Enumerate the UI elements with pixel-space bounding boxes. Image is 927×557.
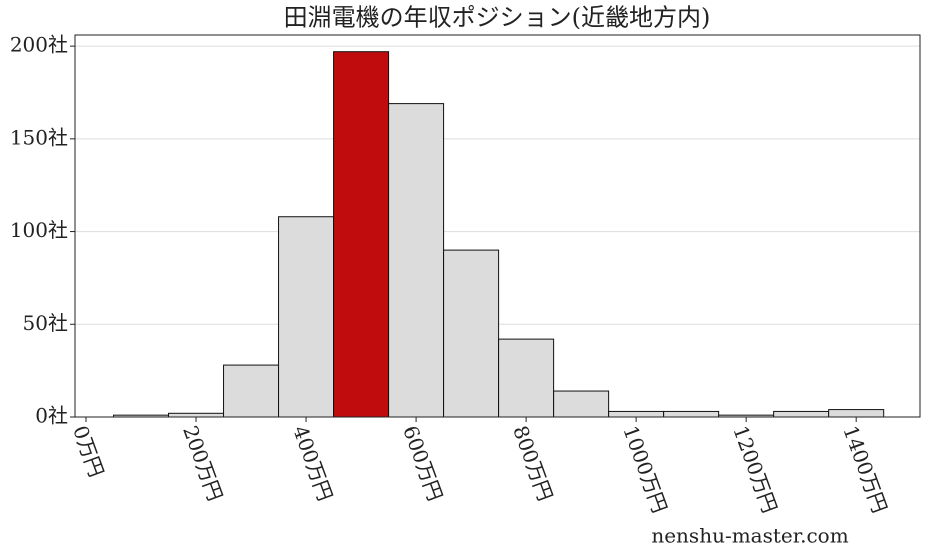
bar — [828, 409, 885, 418]
bar — [553, 390, 610, 418]
bar — [388, 103, 445, 418]
x-tick-label: 200万円 — [178, 422, 227, 504]
x-tick-label: 600万円 — [398, 422, 447, 504]
plot-frame — [74, 34, 921, 418]
bar — [278, 216, 335, 418]
bar — [223, 364, 280, 418]
bar — [333, 51, 390, 418]
x-tick-label: 1000万円 — [618, 422, 672, 516]
watermark: nenshu-master.com — [651, 524, 848, 548]
y-tick-label: 150社 — [10, 125, 68, 149]
y-tick-label: 0社 — [35, 404, 68, 428]
chart-title: 田淵電機の年収ポジション(近畿地方内) — [284, 4, 711, 32]
bar — [773, 410, 830, 418]
bar — [663, 410, 720, 418]
y-tick-label: 200社 — [10, 33, 68, 57]
x-tick-label: 1200万円 — [728, 422, 782, 516]
x-tick-label: 0万円 — [68, 422, 109, 480]
x-tick-label: 1400万円 — [838, 422, 892, 516]
bar — [168, 412, 225, 418]
bar — [608, 410, 665, 418]
bar — [443, 249, 500, 418]
bar — [498, 338, 555, 418]
y-tick-label: 100社 — [10, 218, 68, 242]
y-tick-label: 50社 — [23, 311, 68, 335]
x-tick-label: 400万円 — [288, 422, 337, 504]
x-tick-label: 800万円 — [508, 422, 557, 504]
